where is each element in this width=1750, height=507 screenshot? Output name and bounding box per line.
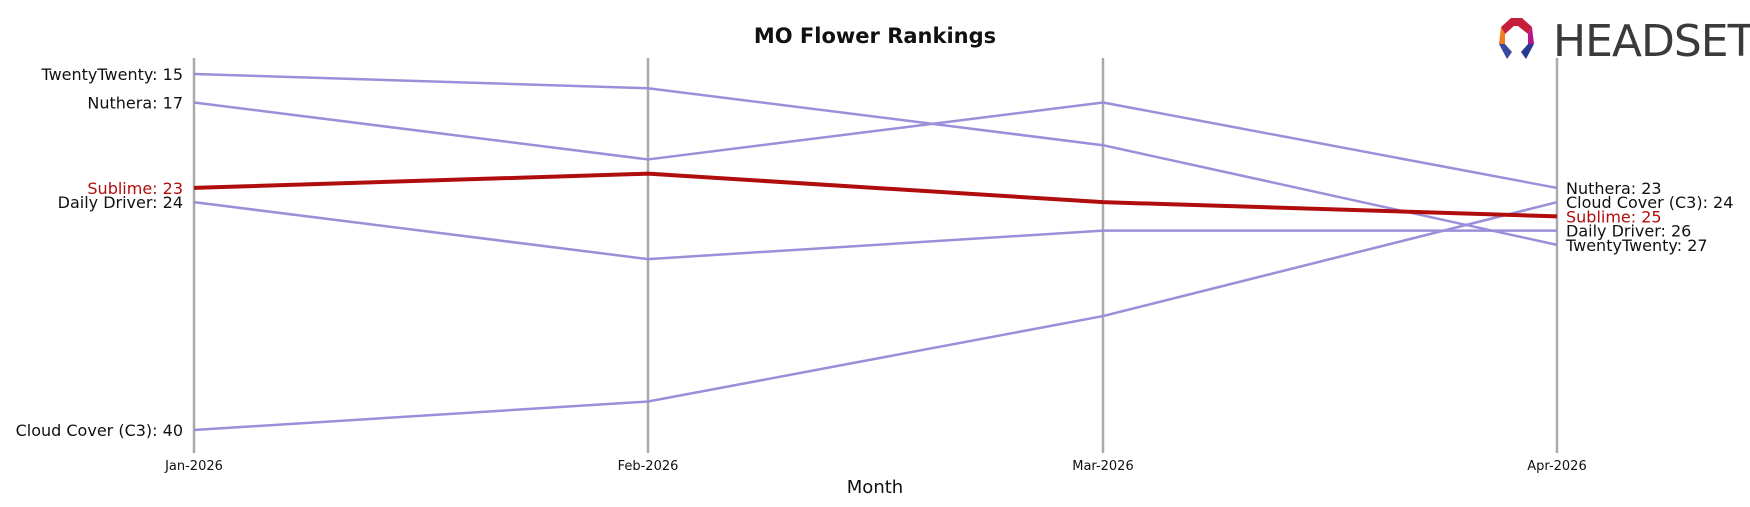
- start-label: TwentyTwenty: 15: [40, 65, 183, 84]
- series-line-twentytwenty: [193, 72, 1558, 247]
- x-tick-label: Feb-2026: [618, 459, 679, 474]
- start-label: Cloud Cover (C3): 40: [16, 421, 183, 440]
- end-label: Daily Driver: 26: [1566, 222, 1691, 241]
- end-label: Cloud Cover (C3): 24: [1566, 193, 1733, 212]
- end-label: Sublime: 25: [1566, 207, 1662, 226]
- headset-logo-text: HEADSET: [1553, 16, 1750, 67]
- x-tick-labels: Jan-2026 Feb-2026 Mar-2026 Apr-2026: [164, 459, 1587, 474]
- month-gridlines: [192, 58, 1559, 453]
- start-labels: TwentyTwenty: 15 Nuthera: 17 Daily Driver:…: [16, 65, 183, 440]
- end-label: TwentyTwenty: 27: [1565, 236, 1708, 255]
- end-labels: TwentyTwenty: 27 Nuthera: 23 Daily Driver:…: [1565, 179, 1733, 255]
- start-label: Nuthera: 17: [87, 93, 183, 112]
- end-label: Nuthera: 23: [1566, 179, 1662, 198]
- series-line-sublime: [193, 171, 1558, 219]
- x-tick-label: Apr-2026: [1527, 459, 1586, 474]
- series-line-nuthera: [193, 101, 1558, 190]
- series-lines: [193, 72, 1558, 432]
- start-label: Daily Driver: 24: [58, 193, 183, 212]
- headset-logo-mark-icon: [1499, 18, 1534, 59]
- x-axis-label: Month: [847, 477, 903, 498]
- chart-title: MO Flower Rankings: [754, 24, 996, 48]
- series-line-cloud-cover-c3-: [193, 200, 1558, 432]
- series-line-daily-driver: [193, 200, 1557, 261]
- headset-logo: HEADSET: [1499, 16, 1750, 67]
- x-tick-label: Jan-2026: [164, 459, 223, 474]
- x-tick-label: Mar-2026: [1072, 459, 1133, 474]
- start-label: Sublime: 23: [87, 179, 183, 198]
